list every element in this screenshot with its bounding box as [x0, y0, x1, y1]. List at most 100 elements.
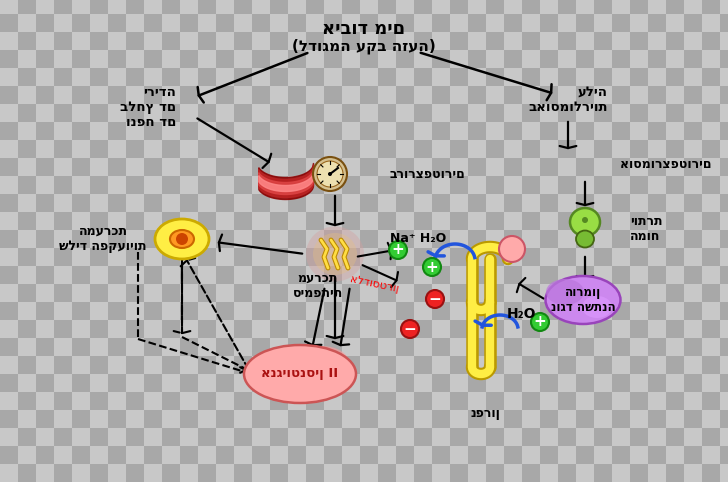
Bar [54, 212, 72, 230]
Bar [504, 176, 522, 194]
Ellipse shape [155, 219, 209, 259]
Bar [396, 338, 414, 356]
Bar [162, 0, 180, 14]
Bar [720, 86, 728, 104]
Bar [144, 428, 162, 446]
Bar [684, 374, 702, 392]
Bar [270, 140, 288, 158]
Bar [18, 86, 36, 104]
Bar [594, 122, 612, 140]
Bar [144, 374, 162, 392]
Bar [558, 140, 576, 158]
Bar [414, 320, 432, 338]
Bar [216, 464, 234, 482]
Bar [630, 104, 648, 122]
Bar [648, 68, 666, 86]
Bar [432, 104, 450, 122]
Bar [594, 176, 612, 194]
Bar [360, 158, 378, 176]
Bar [702, 0, 720, 14]
Bar [432, 248, 450, 266]
Bar [648, 302, 666, 320]
Bar [648, 104, 666, 122]
Bar [486, 0, 504, 14]
Bar [144, 194, 162, 212]
Ellipse shape [295, 346, 349, 382]
Bar [288, 266, 306, 284]
Bar [594, 248, 612, 266]
Bar [216, 320, 234, 338]
Bar [666, 140, 684, 158]
Bar [270, 464, 288, 482]
Bar [396, 122, 414, 140]
Bar [414, 0, 432, 14]
Bar [684, 410, 702, 428]
Bar [504, 248, 522, 266]
Bar [72, 428, 90, 446]
Bar [576, 212, 594, 230]
Bar [558, 410, 576, 428]
Bar [378, 392, 396, 410]
Bar [522, 374, 540, 392]
Bar [306, 320, 324, 338]
Bar [594, 14, 612, 32]
Bar [90, 158, 108, 176]
Bar [396, 266, 414, 284]
Bar [36, 14, 54, 32]
Bar [720, 428, 728, 446]
Bar [414, 284, 432, 302]
Bar [468, 320, 486, 338]
Bar [486, 338, 504, 356]
Bar [432, 428, 450, 446]
Bar [594, 140, 612, 158]
Bar [180, 158, 198, 176]
Bar [612, 248, 630, 266]
Bar [504, 338, 522, 356]
Bar [54, 338, 72, 356]
Circle shape [389, 241, 407, 259]
Bar [18, 68, 36, 86]
Bar [378, 428, 396, 446]
Text: עליה
באוסמולריות: עליה באוסמולריות [529, 86, 608, 114]
Bar [702, 86, 720, 104]
Bar [378, 302, 396, 320]
Bar [468, 230, 486, 248]
Bar [504, 446, 522, 464]
Bar [54, 356, 72, 374]
Bar [90, 0, 108, 14]
Bar [162, 122, 180, 140]
Bar [576, 410, 594, 428]
Bar [612, 194, 630, 212]
Bar [522, 338, 540, 356]
Bar [630, 428, 648, 446]
Bar [414, 428, 432, 446]
Bar [504, 302, 522, 320]
Bar [0, 0, 18, 14]
Bar [306, 140, 324, 158]
Bar [468, 356, 486, 374]
Bar [648, 266, 666, 284]
Bar [126, 410, 144, 428]
Bar [360, 266, 378, 284]
Bar [720, 68, 728, 86]
Bar [378, 104, 396, 122]
Bar [378, 338, 396, 356]
Bar [288, 212, 306, 230]
Bar [396, 50, 414, 68]
Bar [522, 158, 540, 176]
Bar [126, 374, 144, 392]
Bar [558, 86, 576, 104]
Bar [720, 338, 728, 356]
Bar [468, 302, 486, 320]
Bar [108, 212, 126, 230]
Bar [594, 86, 612, 104]
Bar [306, 68, 324, 86]
Bar [342, 158, 360, 176]
Bar [720, 392, 728, 410]
Bar [558, 176, 576, 194]
Bar [126, 302, 144, 320]
Bar [270, 194, 288, 212]
Bar [666, 446, 684, 464]
Bar [342, 392, 360, 410]
Bar [162, 284, 180, 302]
